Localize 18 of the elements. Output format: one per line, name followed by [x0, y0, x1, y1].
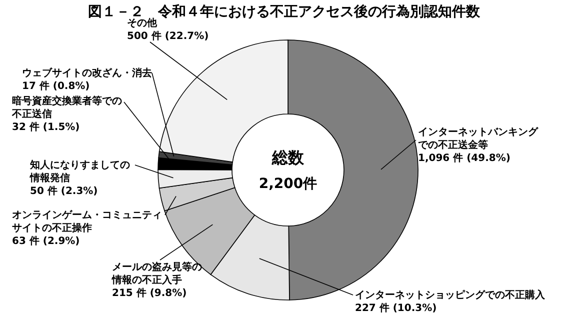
slice-label: オンラインゲーム・コミュニティサイトの不正操作 [12, 209, 162, 234]
data-label: 227 件 (10.3%) [355, 302, 437, 314]
slice-label: 暗号資産交換業者等での不正送信 [11, 95, 122, 120]
slice-label: メールの盗み見等の情報の不正入手 [111, 261, 202, 286]
data-label: 17 件 (0.8%) [22, 80, 90, 92]
text: 2,200件 [258, 176, 318, 192]
slice-label: 知人になりすましての情報発信 [29, 159, 130, 184]
slice-label: ウェブサイトの改ざん・消去 [22, 67, 152, 79]
text: 総数 [271, 148, 305, 167]
slice-label: インターネットショッピングでの不正購入 [355, 289, 546, 301]
data-label: 500 件 (22.7%) [127, 30, 209, 42]
data-label: 50 件 (2.3%) [30, 185, 98, 197]
slice-label: インターネットバンキングでの不正送金等 [418, 126, 539, 151]
data-label: 1,096 件 (49.8%) [418, 152, 510, 164]
slice-label: その他 [127, 17, 158, 29]
data-label: 215 件 (9.8%) [112, 287, 187, 299]
data-label: 63 件 (2.9%) [12, 235, 80, 247]
data-label: 32 件 (1.5%) [12, 121, 80, 133]
